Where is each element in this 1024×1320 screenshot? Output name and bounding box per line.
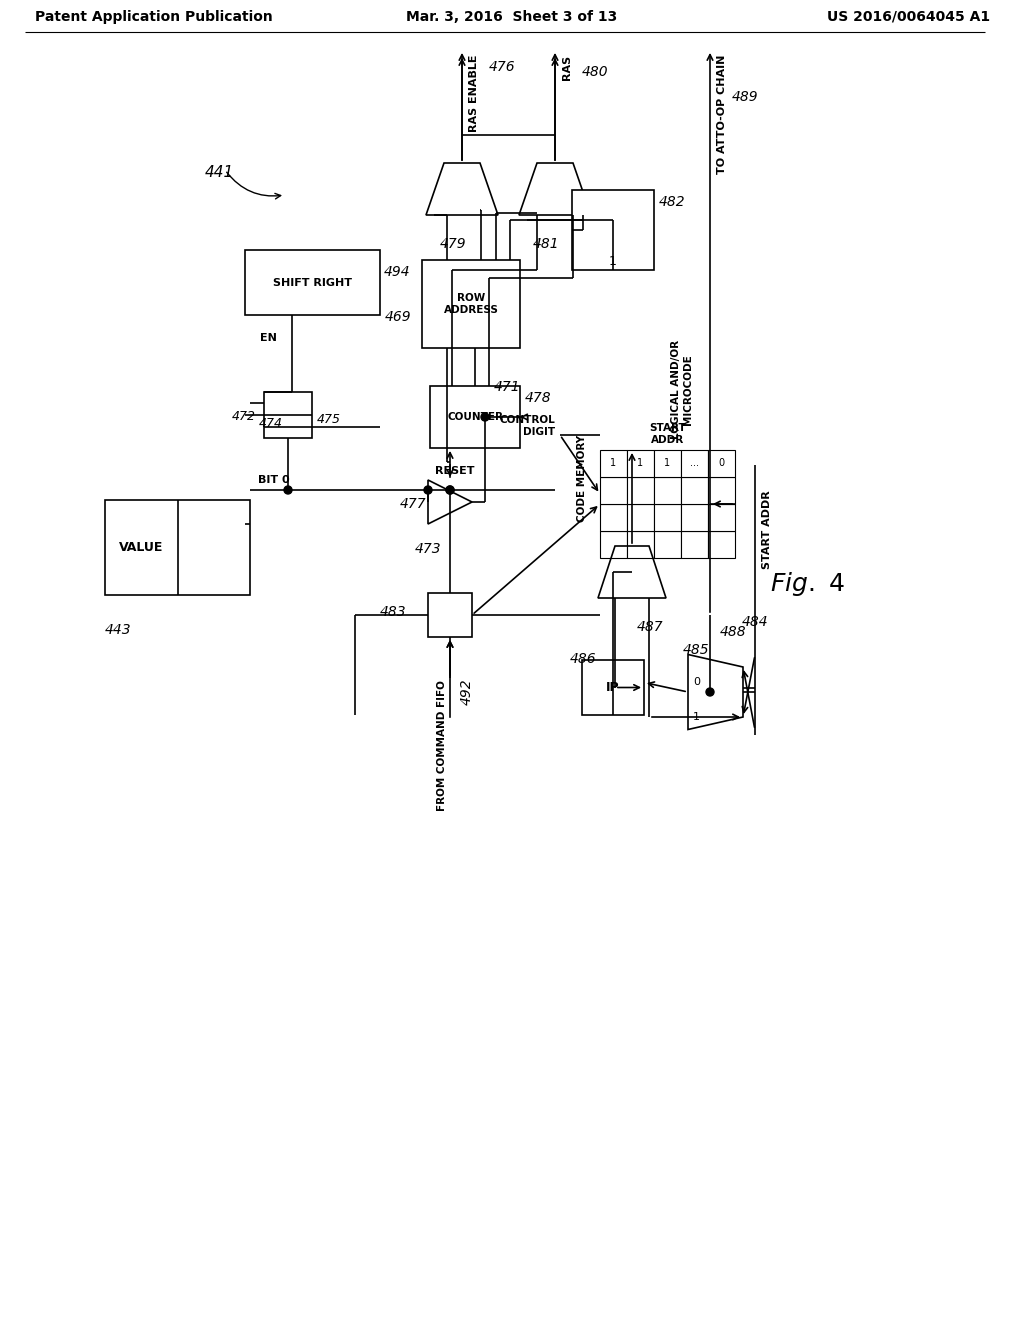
Text: CODE MEMORY: CODE MEMORY xyxy=(577,436,587,523)
Text: TO ATTO-OP CHAIN: TO ATTO-OP CHAIN xyxy=(717,55,727,174)
Bar xyxy=(627,504,654,531)
Text: SHIFT RIGHT: SHIFT RIGHT xyxy=(273,277,352,288)
Bar xyxy=(708,531,735,558)
Text: VALUE: VALUE xyxy=(119,541,164,554)
Text: 1: 1 xyxy=(665,458,671,469)
Bar xyxy=(654,477,681,504)
Text: 443: 443 xyxy=(105,623,132,638)
Text: 479: 479 xyxy=(440,238,467,251)
Text: Patent Application Publication: Patent Application Publication xyxy=(35,11,272,24)
Text: 478: 478 xyxy=(525,391,552,405)
Bar xyxy=(430,385,520,447)
Text: RESET: RESET xyxy=(435,466,474,477)
Bar xyxy=(681,477,708,504)
Bar xyxy=(264,392,312,438)
Text: 477: 477 xyxy=(400,498,427,511)
Text: $\it{Fig.\ 4}$: $\it{Fig.\ 4}$ xyxy=(770,570,845,598)
Bar xyxy=(708,504,735,531)
Text: 480: 480 xyxy=(582,65,608,79)
Bar xyxy=(572,190,654,271)
Text: 441: 441 xyxy=(205,165,234,180)
Text: RAS ENABLE: RAS ENABLE xyxy=(469,55,479,132)
Bar xyxy=(654,450,681,477)
Bar xyxy=(681,531,708,558)
Text: 487: 487 xyxy=(637,620,664,634)
Text: 1: 1 xyxy=(610,458,616,469)
Bar xyxy=(654,531,681,558)
Circle shape xyxy=(284,486,292,494)
Bar xyxy=(582,660,644,715)
Text: 0: 0 xyxy=(719,458,725,469)
Text: ...: ... xyxy=(690,458,699,469)
Text: 476: 476 xyxy=(489,59,516,74)
Text: LOGICAL AND/OR
MICROCODE: LOGICAL AND/OR MICROCODE xyxy=(671,341,693,440)
Text: 489: 489 xyxy=(732,90,759,104)
Text: 469: 469 xyxy=(385,310,412,323)
Circle shape xyxy=(481,413,489,421)
Text: COUNTER: COUNTER xyxy=(447,412,503,422)
Text: 473: 473 xyxy=(415,543,441,556)
Bar xyxy=(627,477,654,504)
Bar xyxy=(708,450,735,477)
Text: BIT 0: BIT 0 xyxy=(258,475,290,484)
Text: 481: 481 xyxy=(534,238,560,251)
Circle shape xyxy=(424,486,432,494)
Text: 1: 1 xyxy=(693,711,700,722)
Text: START
ADDR: START ADDR xyxy=(649,424,686,445)
Text: 472: 472 xyxy=(232,411,256,422)
Bar xyxy=(654,504,681,531)
Text: IP: IP xyxy=(606,681,620,694)
Text: 485: 485 xyxy=(683,643,710,656)
Text: 1: 1 xyxy=(609,255,616,268)
Circle shape xyxy=(446,486,454,494)
Text: RAS: RAS xyxy=(562,55,572,81)
Text: 494: 494 xyxy=(384,265,411,279)
Bar xyxy=(627,450,654,477)
Text: 492: 492 xyxy=(460,678,474,705)
Bar xyxy=(245,249,380,315)
Circle shape xyxy=(446,486,454,494)
Text: 475: 475 xyxy=(317,413,341,426)
Text: FROM COMMAND FIFO: FROM COMMAND FIFO xyxy=(437,680,447,810)
Text: 0: 0 xyxy=(693,677,700,686)
Text: START ADDR: START ADDR xyxy=(762,490,772,569)
Bar xyxy=(708,477,735,504)
Bar xyxy=(600,477,627,504)
Bar xyxy=(600,504,627,531)
Text: CONTROL
DIGIT: CONTROL DIGIT xyxy=(500,414,555,437)
Bar xyxy=(105,500,250,595)
Text: US 2016/0064045 A1: US 2016/0064045 A1 xyxy=(826,11,990,24)
Bar xyxy=(627,531,654,558)
Text: 488: 488 xyxy=(720,624,746,639)
Text: 1: 1 xyxy=(637,458,643,469)
Circle shape xyxy=(706,688,714,696)
Text: 486: 486 xyxy=(570,652,597,667)
Bar xyxy=(422,260,520,348)
Text: EN: EN xyxy=(260,333,276,343)
Bar xyxy=(681,450,708,477)
Text: ROW
ADDRESS: ROW ADDRESS xyxy=(443,293,499,314)
Text: Mar. 3, 2016  Sheet 3 of 13: Mar. 3, 2016 Sheet 3 of 13 xyxy=(407,11,617,24)
Bar xyxy=(428,593,472,638)
Text: 484: 484 xyxy=(742,615,769,630)
Bar xyxy=(600,450,627,477)
Text: 482: 482 xyxy=(659,195,686,209)
Text: 483: 483 xyxy=(380,605,407,619)
Text: 474: 474 xyxy=(259,417,283,430)
Bar xyxy=(600,531,627,558)
Text: 471: 471 xyxy=(494,380,520,393)
Bar xyxy=(681,504,708,531)
